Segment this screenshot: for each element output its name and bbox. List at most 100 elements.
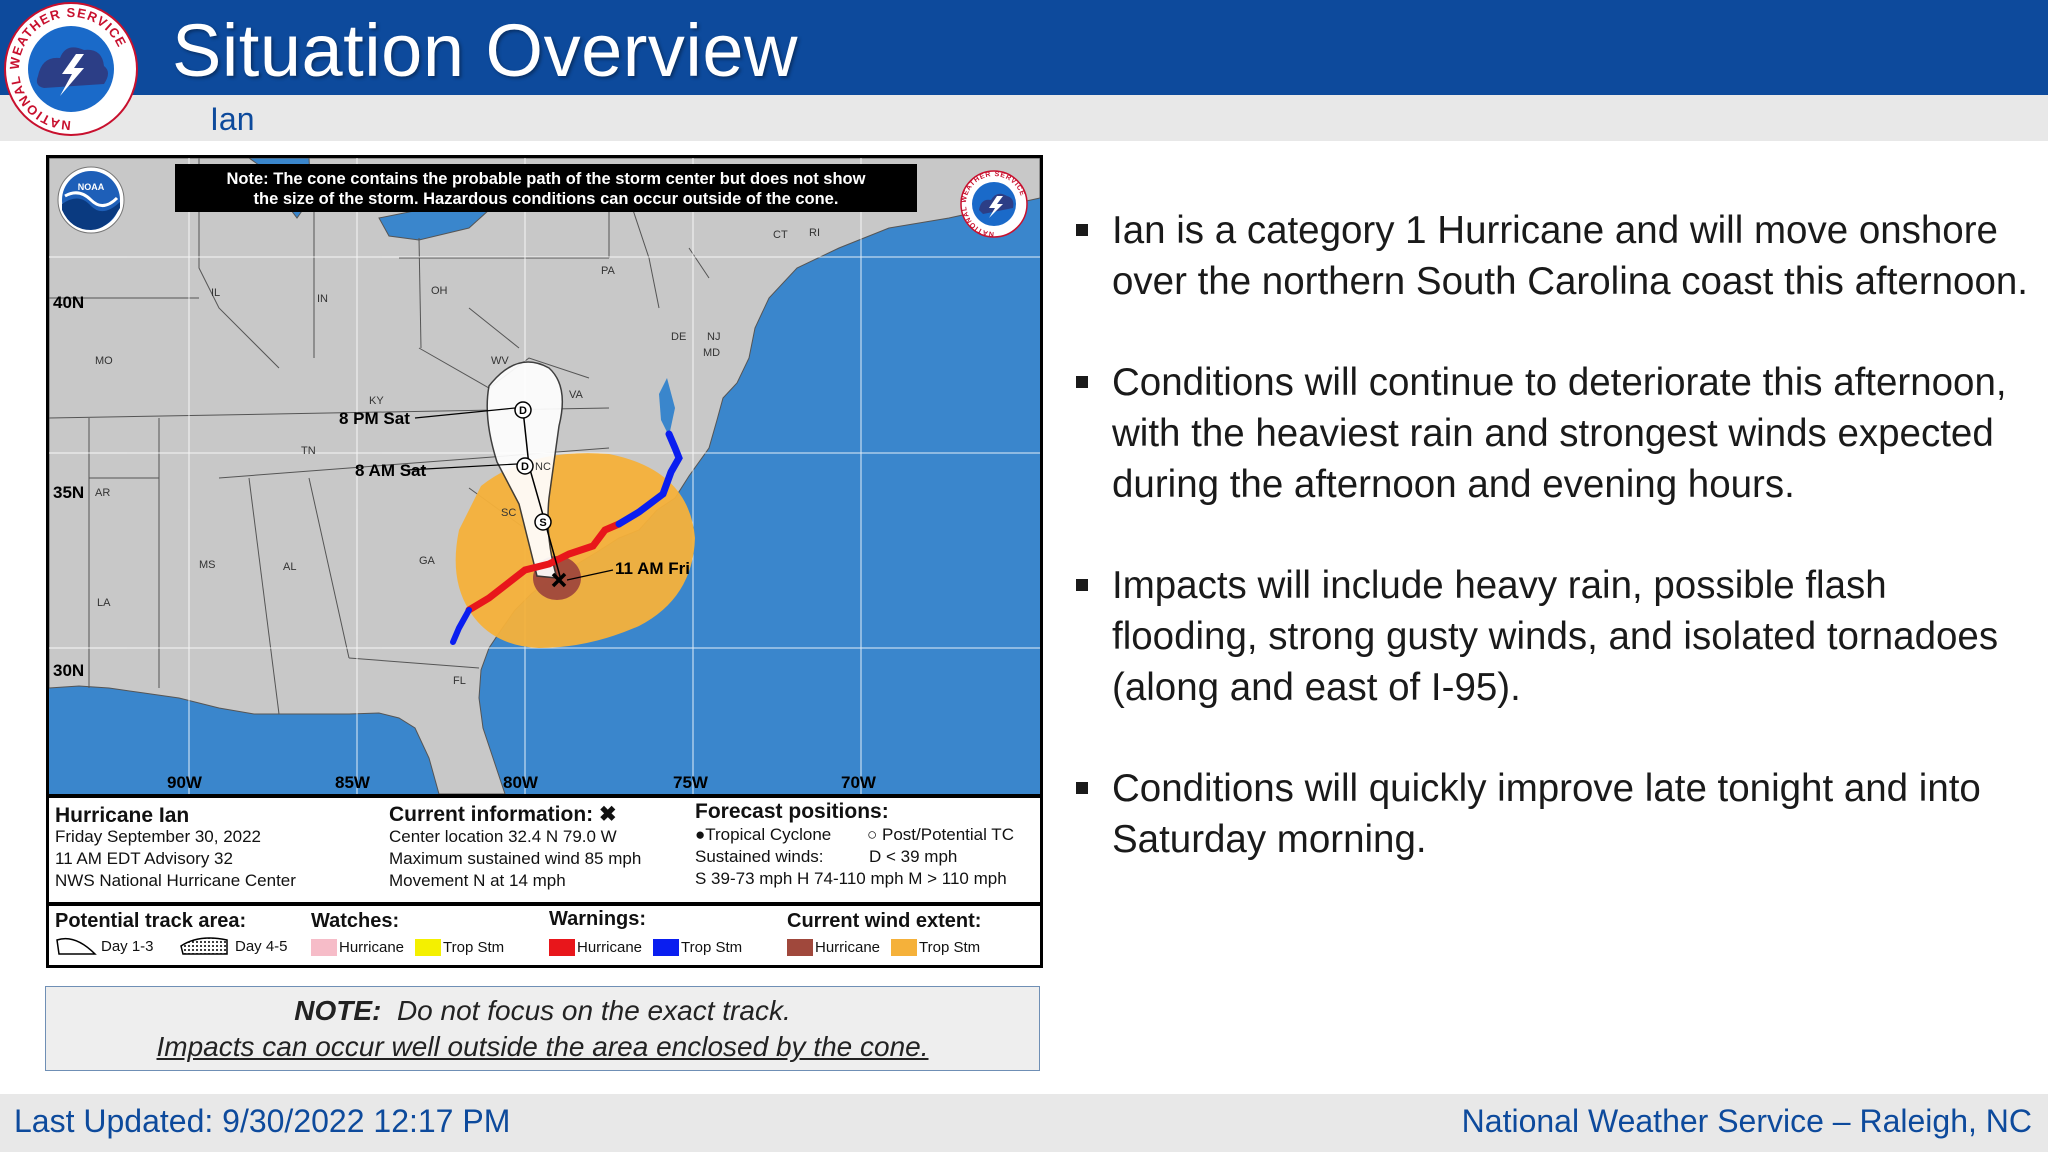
state-label: NC [535,461,551,473]
tropical-storm-warning-line [615,430,683,528]
state-label: TN [301,445,316,457]
label-8am-sat: 8 AM Sat [355,461,427,480]
map-legend: Potential track area: Day 1-3 Day 4-5 Wa… [49,902,1040,965]
note-box: NOTE: Do not focus on the exact track. I… [45,986,1040,1071]
hurricane-wind-label: Hurricane [815,939,881,956]
lat-label-40n: 40N [53,293,84,312]
state-label: WV [491,355,509,367]
forecast-point-d-sat-pm: D [514,401,532,419]
hurricane-watch-label: Hurricane [339,939,405,956]
state-label: LA [97,597,111,609]
state-label: IL [211,287,220,299]
advisory-number: 11 AM EDT Advisory 32 [55,849,233,868]
tropical-storm-wind-swatch [891,939,917,956]
last-updated: Last Updated: 9/30/2022 12:17 PM [14,1103,511,1139]
center-location: Center location 32.4 N 79.0 W [389,827,617,846]
bullet-item: Conditions will continue to deteriorate … [1074,357,2034,510]
storm-name: Hurricane Ian [55,804,190,827]
state-label: RI [809,227,820,239]
label-11am-fri: 11 AM Fri [615,559,690,578]
day13-label: Day 1-3 [101,938,154,955]
state-label: AL [283,561,296,573]
state-label: AR [95,487,110,499]
tropical-storm-wind-label: Trop Stm [919,939,981,956]
state-label: PA [601,265,616,277]
noaa-logo: NOAA [57,166,125,234]
svg-text:D: D [521,461,529,473]
note-line2: Impacts can occur well outside the area … [156,1031,929,1062]
hurricane-warning-swatch [549,939,575,956]
cone-note-line2: the size of the storm. Hazardous conditi… [254,190,839,208]
cone-graphic: D D S 8 PM Sat [46,155,1043,968]
hurricane-warning-line [465,520,623,614]
bullet-marker [1076,224,1088,236]
page-title: Situation Overview [172,9,798,92]
watches-title: Watches: [311,910,400,932]
state-label: SC [501,507,516,519]
day45-label: Day 4-5 [235,938,288,955]
note-text1: Do not focus on the exact track. [396,995,791,1026]
state-label: KY [369,395,384,407]
hurricane-warning-label: Hurricane [577,939,643,956]
forecast-point-d-sat-am: D [516,457,534,475]
svg-text:S: S [539,517,546,529]
track-area-title: Potential track area: [55,910,247,932]
tropical-cyclone-legend: ●Tropical Cyclone [695,825,832,844]
tropical-storm-warning-line-south [450,607,472,645]
state-label: MD [703,347,720,359]
bullet-marker [1076,782,1088,794]
lon-label-85w: 85W [335,773,371,792]
advisory-info: Hurricane Ian Friday September 30, 2022 … [49,794,1040,902]
svg-text:D: D [519,405,527,417]
note-label: NOTE: [294,995,382,1026]
bullet-item: Conditions will quickly improve late ton… [1074,763,2034,865]
nws-logo: NATIONAL WEATHER SERVICE [4,2,138,136]
noaa-logo-text: NOAA [78,182,105,192]
current-info-title: Current information: ✖ [389,803,617,826]
sustained-ranges: S 39-73 mph H 74-110 mph M > 110 mph [695,869,1007,888]
header-bar [0,0,2048,95]
sustained-winds-label: Sustained winds: [695,847,824,866]
cone-note-line1: Note: The cone contains the probable pat… [227,170,866,188]
lon-label-90w: 90W [167,773,203,792]
state-label: VA [569,389,584,401]
state-label: CT [773,229,788,241]
state-label: NJ [707,331,720,343]
bullet-item: Ian is a category 1 Hurricane and will m… [1074,205,2034,307]
day13-cone-icon [56,937,97,955]
advisory-center: NWS National Hurricane Center [55,871,296,890]
bullet-text: Impacts will include heavy rain, possibl… [1112,564,1999,709]
subtitle-bar [0,95,2048,141]
state-label: FL [453,675,466,687]
lat-lon-grid [49,158,1040,794]
state-label: DE [671,331,686,343]
lat-label-35n: 35N [53,483,84,502]
advisory-date: Friday September 30, 2022 [55,827,262,846]
state-label: OH [431,285,448,297]
movement: Movement N at 14 mph [389,871,566,890]
label-8pm-sat: 8 PM Sat [339,409,410,428]
current-position-marker [551,572,567,588]
tropical-storm-warning-label: Trop Stm [681,939,743,956]
lon-label-80w: 80W [503,773,539,792]
bullet-text: Conditions will quickly improve late ton… [1112,767,1981,861]
footer-bar: Last Updated: 9/30/2022 12:17 PM Nationa… [0,1094,2048,1152]
forecast-positions-title: Forecast positions: [695,800,889,823]
tropical-storm-watch-swatch [415,939,441,956]
note-line1: NOTE: Do not focus on the exact track. [46,995,1039,1027]
track-line [522,409,562,581]
bullet-text: Ian is a category 1 Hurricane and will m… [1112,209,2028,303]
bullet-item: Impacts will include heavy rain, possibl… [1074,560,2034,713]
storm-subtitle: Ian [210,101,255,137]
day45-cone-icon [180,937,228,955]
lat-label-30n: 30N [53,661,84,680]
hurricane-wind-swatch [787,939,813,956]
lon-label-75w: 75W [673,773,709,792]
hurricane-watch-swatch [311,939,337,956]
forecast-point-s: S [534,513,552,531]
warnings-title: Warnings: [549,908,647,930]
bullet-marker [1076,579,1088,591]
post-tc-legend: ○ Post/Potential TC [867,825,1014,844]
office-name: National Weather Service – Raleigh, NC [1461,1103,2032,1139]
